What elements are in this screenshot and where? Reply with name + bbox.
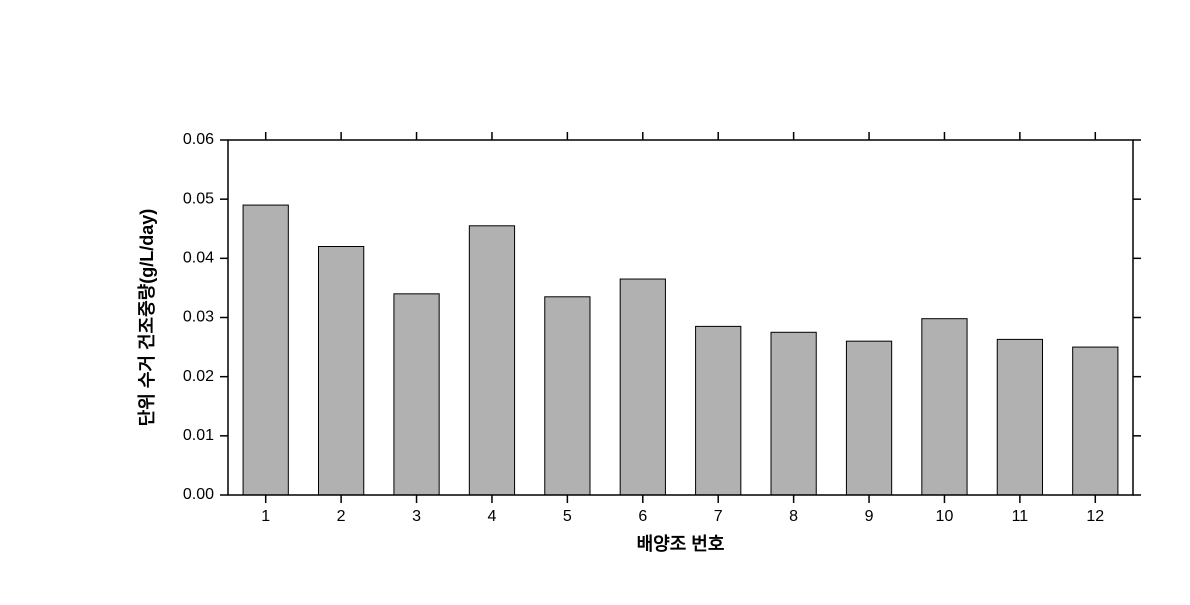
bar — [394, 294, 439, 495]
y-tick-label: 0.04 — [183, 250, 214, 267]
y-tick-label: 0.03 — [183, 309, 214, 326]
bar — [1073, 347, 1118, 495]
x-tick-label: 2 — [337, 508, 346, 525]
y-tick-label: 0.05 — [183, 190, 214, 207]
y-tick-label: 0.00 — [183, 486, 214, 503]
bar — [771, 332, 816, 495]
x-tick-label: 7 — [714, 508, 723, 525]
x-tick-label: 4 — [488, 508, 497, 525]
x-tick-label: 3 — [412, 508, 421, 525]
bar — [922, 319, 967, 495]
bar — [620, 279, 665, 495]
bar — [319, 247, 364, 496]
x-tick-label: 12 — [1086, 508, 1104, 525]
x-tick-label: 6 — [638, 508, 647, 525]
bar — [545, 297, 590, 495]
bar-chart: 0.000.010.020.030.040.050.06123456789101… — [0, 0, 1190, 605]
bar — [997, 339, 1042, 495]
x-tick-label: 5 — [563, 508, 572, 525]
x-tick-label: 9 — [865, 508, 874, 525]
bar — [696, 326, 741, 495]
x-axis-label: 배양조 번호 — [637, 534, 725, 554]
y-tick-label: 0.01 — [183, 427, 214, 444]
x-tick-label: 11 — [1012, 508, 1029, 525]
bar — [846, 341, 891, 495]
x-tick-label: 8 — [789, 508, 798, 525]
y-axis-label: 단위 수거 건조중량(g/L/day) — [137, 209, 157, 426]
x-tick-label: 10 — [936, 508, 954, 525]
y-tick-label: 0.02 — [183, 368, 214, 385]
bar — [243, 205, 288, 495]
x-tick-label: 1 — [261, 508, 270, 525]
y-tick-label: 0.06 — [183, 131, 214, 148]
chart-container: 0.000.010.020.030.040.050.06123456789101… — [0, 0, 1190, 605]
bar — [469, 226, 514, 495]
